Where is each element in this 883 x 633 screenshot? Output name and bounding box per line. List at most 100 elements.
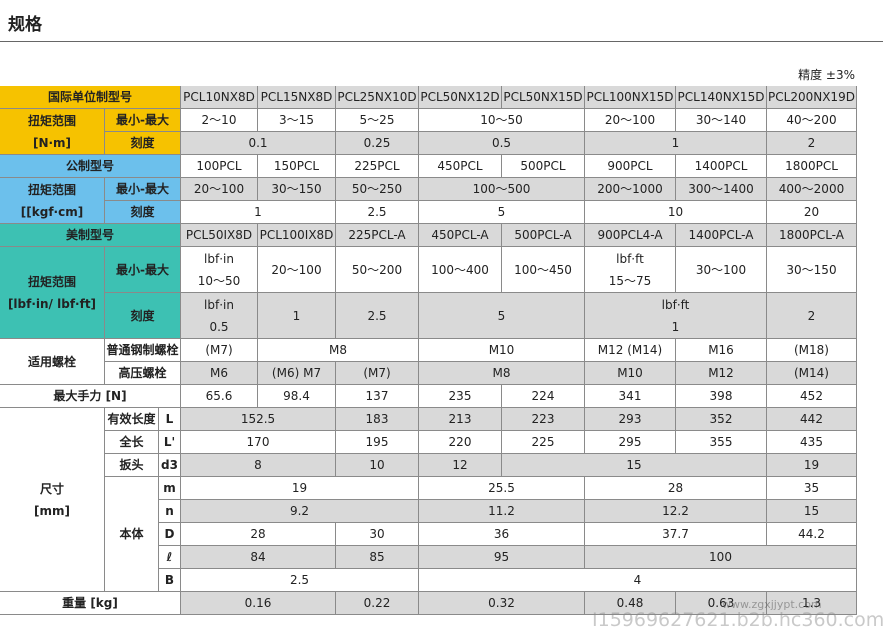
table-cell: 30～140	[676, 109, 767, 132]
table-cell: 1800PCL-A	[767, 224, 857, 247]
table-cell: 2.5	[336, 293, 419, 339]
table-cell: 15	[767, 500, 857, 523]
table-cell: 341	[585, 385, 676, 408]
table-cell: 65.6	[181, 385, 258, 408]
table-cell: 1	[585, 132, 767, 155]
table-cell: 1400PCL-A	[676, 224, 767, 247]
table-cell: 450PCL	[419, 155, 502, 178]
table-cell: 137	[336, 385, 419, 408]
row-label: 刻度	[105, 201, 181, 224]
table-cell: 20	[767, 201, 857, 224]
table-cell: M12 (M14)	[585, 339, 676, 362]
row-label: D	[159, 523, 181, 546]
table-cell: PCL10NX8D	[181, 86, 258, 109]
table-cell: 5～25	[336, 109, 419, 132]
table-cell: lbf·in 0.5	[181, 293, 258, 339]
table-cell: (M7)	[181, 339, 258, 362]
table-cell: 183	[336, 408, 419, 431]
table-cell: 398	[676, 385, 767, 408]
table-cell: 12	[419, 454, 502, 477]
table-cell: PCL50NX12D	[419, 86, 502, 109]
table-cell: 3～15	[258, 109, 336, 132]
table-cell: 5	[419, 201, 585, 224]
row-label: L'	[159, 431, 181, 454]
table-cell: 2	[767, 293, 857, 339]
table-cell: 1400PCL	[676, 155, 767, 178]
table-cell: 95	[419, 546, 585, 569]
table-cell: 36	[419, 523, 585, 546]
table-cell: 1800PCL	[767, 155, 857, 178]
divider	[0, 41, 883, 42]
page-title: 规格	[8, 15, 42, 35]
table-cell: 225PCL-A	[336, 224, 419, 247]
table-cell: 30	[336, 523, 419, 546]
table-cell: 9.2	[181, 500, 419, 523]
table-cell: 100～500	[419, 178, 585, 201]
table-cell: 235	[419, 385, 502, 408]
table-cell: lbf·ft 15～75	[585, 247, 676, 293]
table-cell: PCL100NX15D	[585, 86, 676, 109]
table-cell: 450PCL-A	[419, 224, 502, 247]
row-label: 重量 [kg]	[0, 592, 181, 615]
table-cell: 30～150	[258, 178, 336, 201]
table-cell: 0.16	[181, 592, 336, 615]
table-cell: 352	[676, 408, 767, 431]
table-cell: (M7)	[336, 362, 419, 385]
table-cell: 20～100	[181, 178, 258, 201]
table-cell: 355	[676, 431, 767, 454]
row-label: 有效长度	[105, 408, 159, 431]
row-label: 尺寸 [mm]	[0, 408, 105, 592]
table-cell: 400～2000	[767, 178, 857, 201]
table-cell: 10	[336, 454, 419, 477]
row-label: L	[159, 408, 181, 431]
table-cell: 213	[419, 408, 502, 431]
row-label: B	[159, 569, 181, 592]
table-cell: 225	[502, 431, 585, 454]
row-label: 普通钢制螺栓	[105, 339, 181, 362]
table-cell: 35	[767, 477, 857, 500]
table-cell: PCL50IX8D	[181, 224, 258, 247]
table-cell: 300～1400	[676, 178, 767, 201]
table-cell: 0.22	[336, 592, 419, 615]
table-cell: 452	[767, 385, 857, 408]
row-label: m	[159, 477, 181, 500]
table-cell: 100	[585, 546, 857, 569]
table-cell: M16	[676, 339, 767, 362]
table-cell: 170	[181, 431, 336, 454]
table-cell: 40～200	[767, 109, 857, 132]
table-cell: 2.5	[336, 201, 419, 224]
table-cell: 225PCL	[336, 155, 419, 178]
table-cell: M6	[181, 362, 258, 385]
table-cell: 150PCL	[258, 155, 336, 178]
table-cell: 500PCL	[502, 155, 585, 178]
table-cell: PCL50NX15D	[502, 86, 585, 109]
table-cell: PCL25NX10D	[336, 86, 419, 109]
table-cell: 50～250	[336, 178, 419, 201]
table-cell: 200～1000	[585, 178, 676, 201]
precision-note: 精度 ±3%	[798, 68, 855, 82]
table-cell: 100～400	[419, 247, 502, 293]
table-cell: 2	[767, 132, 857, 155]
table-cell: 100～450	[502, 247, 585, 293]
row-label: 扭矩范围 [[kgf·cm]	[0, 178, 105, 224]
table-cell: 295	[585, 431, 676, 454]
row-label: 最大手力 [N]	[0, 385, 181, 408]
table-cell: 0.63	[676, 592, 767, 615]
table-cell: 84	[181, 546, 336, 569]
table-cell: 2.5	[181, 569, 419, 592]
row-label: 美制型号	[0, 224, 181, 247]
table-cell: PCL15NX8D	[258, 86, 336, 109]
table-cell: 44.2	[767, 523, 857, 546]
table-cell: M12	[676, 362, 767, 385]
table-cell: 900PCL4-A	[585, 224, 676, 247]
row-label: 本体	[105, 477, 159, 592]
table-cell: 0.25	[336, 132, 419, 155]
table-cell: M8	[258, 339, 419, 362]
table-cell: 50～200	[336, 247, 419, 293]
table-cell: PCL200NX19D	[767, 86, 857, 109]
table-cell: PCL140NX15D	[676, 86, 767, 109]
row-label: ℓ	[159, 546, 181, 569]
table-cell: 37.7	[585, 523, 767, 546]
row-label: 最小-最大	[105, 178, 181, 201]
